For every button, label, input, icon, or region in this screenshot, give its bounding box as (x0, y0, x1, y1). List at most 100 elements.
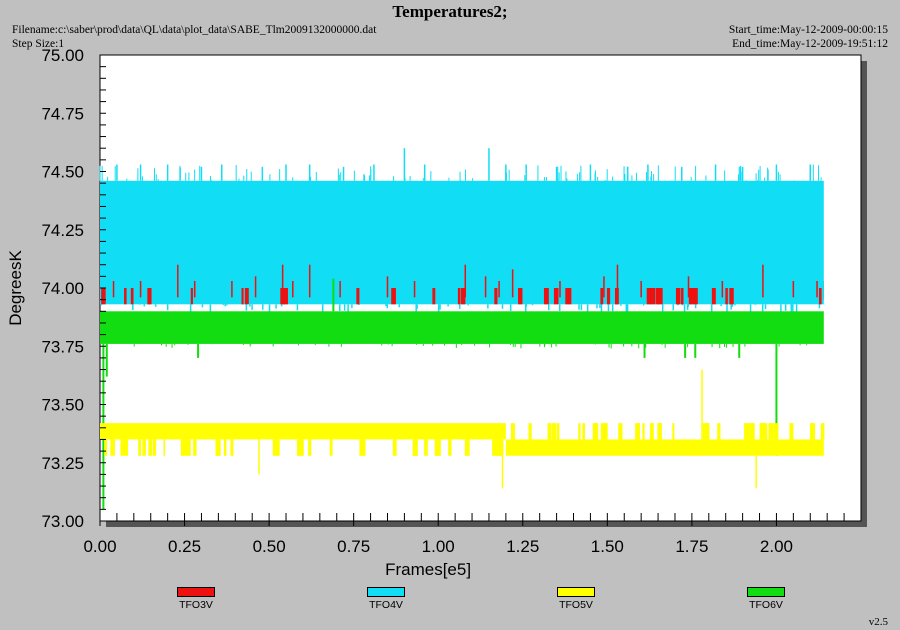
tfo5v-step-72 (600, 423, 605, 440)
end-time-label: End_time:May-12-2009-19:51:12 (732, 38, 888, 50)
tfo5v-step-79 (762, 423, 768, 440)
tfo3v-block-26 (729, 288, 734, 305)
y-tick-label-0: 73.00 (41, 512, 84, 531)
y-tick-label-7: 74.75 (41, 104, 84, 123)
tfo3v-block-0 (606, 288, 611, 305)
tfo3v-block-12 (190, 288, 193, 305)
y-axis-label: DegreesK (6, 250, 25, 326)
step-size-label: Step Size:1 (12, 38, 65, 50)
tfo3v-block-2 (657, 288, 663, 305)
legend-item-tfo3v: TFO3V (161, 587, 231, 611)
tfo5v-step-58 (592, 423, 598, 440)
tfo3v-block-20 (124, 288, 127, 305)
tfo3v-block-19 (565, 288, 569, 305)
legend-item-tfo5v: TFO5V (541, 587, 611, 611)
tfo5v-step-63 (717, 423, 721, 440)
tfo5v-step-0 (329, 439, 333, 456)
tfo5v-step-48 (744, 423, 749, 440)
tfo5v-step-70 (448, 439, 452, 456)
tfo3v-block-21 (646, 288, 651, 305)
tfo5v-step-69 (747, 423, 750, 440)
y-tick-label-4: 74.00 (41, 279, 84, 298)
tfo3v-block-10 (356, 288, 360, 305)
tfo3v-block-39 (553, 288, 559, 305)
tfo5v-step-10 (120, 439, 126, 456)
tfo5v-step-65 (635, 423, 640, 440)
tfo5v-step-46 (702, 423, 705, 440)
tfo3v-block-15 (655, 288, 659, 305)
tfo5v-step-23 (672, 423, 675, 440)
x-tick-label-0: 0.00 (83, 537, 116, 556)
tfo5v-step-57 (618, 423, 623, 440)
tfo3v-block-35 (675, 288, 681, 305)
version-label: v2.5 (868, 616, 888, 628)
tfo3v-block-11 (244, 288, 249, 305)
tfo5v-step-61 (528, 423, 532, 440)
tfo5v-step-53 (142, 439, 146, 456)
legend-label-tfo5v: TFO5V (559, 599, 593, 611)
legend-swatch-tfo3v (177, 587, 215, 597)
tfo6v-band (100, 311, 824, 344)
tfo5v-step-3 (464, 439, 469, 456)
x-tick-label-7: 1.75 (675, 537, 708, 556)
tfo5v-step-39 (820, 423, 825, 440)
tfo3v-block-34 (690, 288, 695, 305)
x-tick-label-1: 0.25 (168, 537, 201, 556)
tfo3v-block-9 (148, 288, 151, 305)
tfo5v-step-5 (749, 423, 755, 440)
x-tick-label-2: 0.50 (253, 537, 286, 556)
tfo3v-block-31 (615, 288, 619, 305)
tfo5v-step-20 (811, 423, 816, 440)
legend-label-tfo6v: TFO6V (749, 599, 783, 611)
tfo3v-block-27 (460, 288, 466, 305)
tfo3v-block-23 (688, 288, 692, 305)
x-tick-label-3: 0.75 (337, 537, 370, 556)
tfo3v-block-33 (711, 288, 716, 305)
legend-item-tfo4v: TFO4V (351, 587, 421, 611)
x-tick-label-5: 1.25 (506, 537, 539, 556)
tfo5v-band-first (100, 423, 506, 440)
tfo3v-block-7 (494, 288, 498, 305)
tfo5v-step-45 (415, 439, 418, 456)
tfo5v-step-24 (182, 439, 187, 456)
tfo5v-step-36 (578, 423, 581, 440)
tfo3v-block-4 (680, 288, 684, 305)
tfo3v-block-18 (818, 288, 822, 305)
start-time-label: Start_time:May-12-2009-00:00:15 (728, 24, 888, 36)
tfo3v-block-32 (725, 288, 728, 305)
tfo5v-step-12 (582, 423, 586, 440)
tfo5v-step-52 (188, 439, 191, 456)
tfo3v-block-22 (280, 288, 285, 305)
x-tick-label-4: 1.00 (422, 537, 455, 556)
tfo5v-step-66 (272, 439, 278, 456)
tfo3v-block-36 (130, 288, 134, 305)
tfo3v-block-29 (650, 288, 656, 305)
tfo3v-block-8 (457, 288, 461, 305)
tfo3v-block-1 (543, 288, 549, 305)
tfo5v-step-26 (308, 439, 312, 456)
tfo5v-step-64 (359, 439, 365, 456)
legend-label-tfo3v: TFO3V (179, 599, 213, 611)
tfo3v-block-38 (518, 288, 523, 305)
y-tick-label-2: 73.50 (41, 396, 84, 415)
tfo5v-step-1 (152, 439, 157, 456)
x-tick-label-8: 2.00 (760, 537, 793, 556)
x-axis-label: Frames[e5] (385, 560, 471, 579)
tfo5v-step-41 (467, 439, 470, 456)
tfo5v-step-71 (657, 423, 662, 440)
tfo5v-step-50 (299, 439, 304, 456)
legend-item-tfo6v: TFO6V (731, 587, 801, 611)
y-tick-label-3: 73.75 (41, 337, 84, 356)
tfo5v-step-75 (124, 439, 129, 456)
tfo5v-step-38 (706, 423, 710, 440)
tfo3v-block-24 (432, 288, 436, 305)
tfo5v-step-25 (642, 423, 645, 440)
x-tick-label-6: 1.50 (591, 537, 624, 556)
tfo5v-step-73 (104, 439, 108, 456)
tfo5v-step-11 (180, 439, 184, 456)
tfo5v-step-62 (498, 439, 504, 456)
tfo5v-step-78 (496, 439, 502, 456)
y-tick-label-6: 74.50 (41, 163, 84, 182)
tfo5v-step-4 (412, 439, 417, 456)
tfo3v-block-6 (568, 288, 572, 305)
